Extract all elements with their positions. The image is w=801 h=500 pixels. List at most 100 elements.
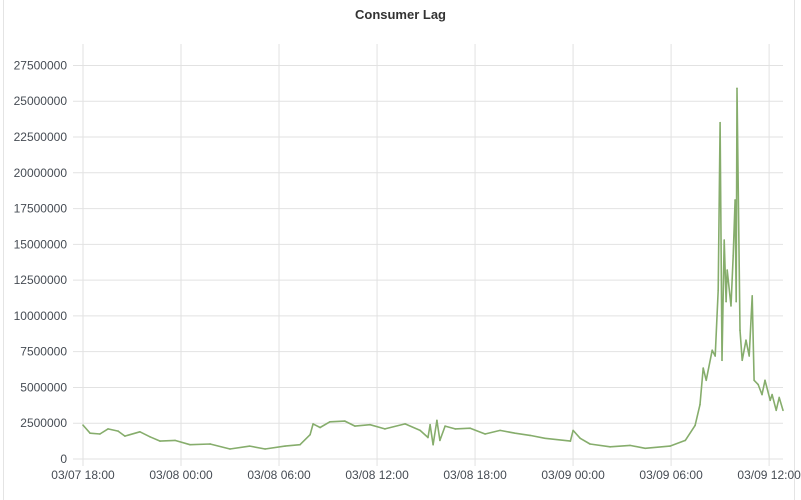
data-point bbox=[427, 436, 429, 439]
y-tick-label: 22500000 bbox=[14, 130, 68, 144]
data-point bbox=[778, 396, 780, 399]
data-point bbox=[89, 432, 91, 435]
data-point bbox=[436, 419, 438, 422]
data-point bbox=[751, 295, 754, 297]
y-tick-label: 0 bbox=[60, 452, 67, 466]
data-point bbox=[748, 355, 751, 357]
data-point bbox=[732, 254, 734, 257]
data-point bbox=[124, 435, 126, 437]
data-point bbox=[369, 423, 371, 426]
data-point bbox=[329, 420, 331, 423]
data-point bbox=[644, 447, 647, 450]
data-point bbox=[589, 443, 591, 445]
data-point bbox=[579, 437, 581, 440]
x-tick-label: 03/09 12:00 bbox=[737, 468, 801, 482]
data-point bbox=[730, 305, 732, 307]
data-point bbox=[299, 443, 301, 446]
y-tick-label: 27500000 bbox=[14, 58, 68, 72]
data-point bbox=[209, 443, 211, 445]
data-point bbox=[174, 439, 176, 442]
data-point bbox=[764, 379, 766, 382]
data-point bbox=[771, 393, 773, 396]
data-point bbox=[139, 431, 141, 433]
data-point bbox=[444, 425, 446, 427]
data-point bbox=[99, 433, 101, 435]
y-tick-label: 17500000 bbox=[14, 202, 68, 216]
data-point bbox=[723, 239, 725, 241]
x-tick-label: 03/08 12:00 bbox=[345, 468, 409, 482]
data-point bbox=[569, 440, 572, 442]
data-point bbox=[769, 399, 772, 402]
data-point bbox=[312, 423, 314, 425]
data-point bbox=[739, 329, 741, 332]
data-point bbox=[734, 199, 736, 201]
data-point bbox=[82, 424, 84, 426]
data-point bbox=[609, 446, 611, 448]
data-point bbox=[725, 300, 727, 303]
data-point bbox=[354, 425, 356, 427]
x-tick-label: 03/08 18:00 bbox=[443, 468, 507, 482]
y-tick-label: 25000000 bbox=[14, 94, 68, 108]
data-point bbox=[719, 121, 721, 124]
data-point bbox=[117, 430, 119, 432]
data-point bbox=[249, 445, 251, 447]
data-point bbox=[344, 420, 346, 422]
data-point bbox=[711, 349, 714, 352]
data-point bbox=[572, 429, 574, 432]
data-point bbox=[309, 433, 311, 436]
data-point bbox=[775, 409, 777, 412]
data-point bbox=[741, 359, 743, 362]
data-point bbox=[745, 339, 747, 342]
x-tick-label: 03/08 00:00 bbox=[149, 468, 213, 482]
x-tick-label: 03/08 06:00 bbox=[247, 468, 311, 482]
x-tick-label: 03/09 06:00 bbox=[639, 468, 703, 482]
data-point bbox=[454, 428, 456, 430]
x-tick-label: 03/07 18:00 bbox=[51, 468, 115, 482]
data-point bbox=[514, 432, 516, 435]
data-point bbox=[699, 403, 701, 406]
data-point bbox=[694, 424, 696, 427]
data-point bbox=[714, 355, 717, 357]
data-point bbox=[529, 434, 531, 437]
data-point bbox=[264, 448, 266, 450]
data-point bbox=[159, 440, 161, 442]
data-point bbox=[189, 443, 191, 446]
data-point bbox=[439, 439, 441, 442]
y-tick-label: 7500000 bbox=[20, 345, 67, 359]
data-point bbox=[782, 409, 784, 412]
data-point bbox=[705, 379, 708, 382]
data-point bbox=[721, 359, 723, 362]
data-point bbox=[629, 444, 631, 447]
data-point bbox=[757, 383, 760, 386]
data-point bbox=[319, 426, 321, 429]
data-point bbox=[284, 445, 286, 447]
data-point bbox=[484, 433, 486, 435]
y-tick-label: 2500000 bbox=[20, 416, 67, 430]
data-point bbox=[404, 423, 406, 425]
data-point bbox=[229, 448, 231, 450]
data-point bbox=[149, 436, 151, 438]
data-point bbox=[736, 87, 738, 90]
data-point bbox=[684, 439, 687, 442]
data-point bbox=[469, 427, 471, 430]
data-point bbox=[544, 437, 546, 440]
data-point bbox=[499, 429, 501, 432]
y-tick-label: 15000000 bbox=[14, 237, 68, 251]
data-point bbox=[432, 443, 434, 446]
data-point bbox=[419, 429, 421, 432]
data-point bbox=[761, 393, 763, 396]
y-tick-label: 12500000 bbox=[14, 273, 68, 287]
y-tick-label: 20000000 bbox=[14, 166, 68, 180]
data-point bbox=[753, 379, 755, 382]
data-point bbox=[107, 428, 109, 430]
data-point bbox=[726, 269, 728, 271]
data-point bbox=[717, 289, 720, 291]
y-tick-label: 5000000 bbox=[20, 380, 67, 394]
x-tick-label: 03/09 00:00 bbox=[541, 468, 605, 482]
data-point bbox=[669, 445, 671, 447]
y-tick-label: 10000000 bbox=[14, 309, 68, 323]
data-point bbox=[735, 300, 737, 303]
data-point bbox=[702, 367, 705, 369]
data-point bbox=[384, 428, 386, 430]
